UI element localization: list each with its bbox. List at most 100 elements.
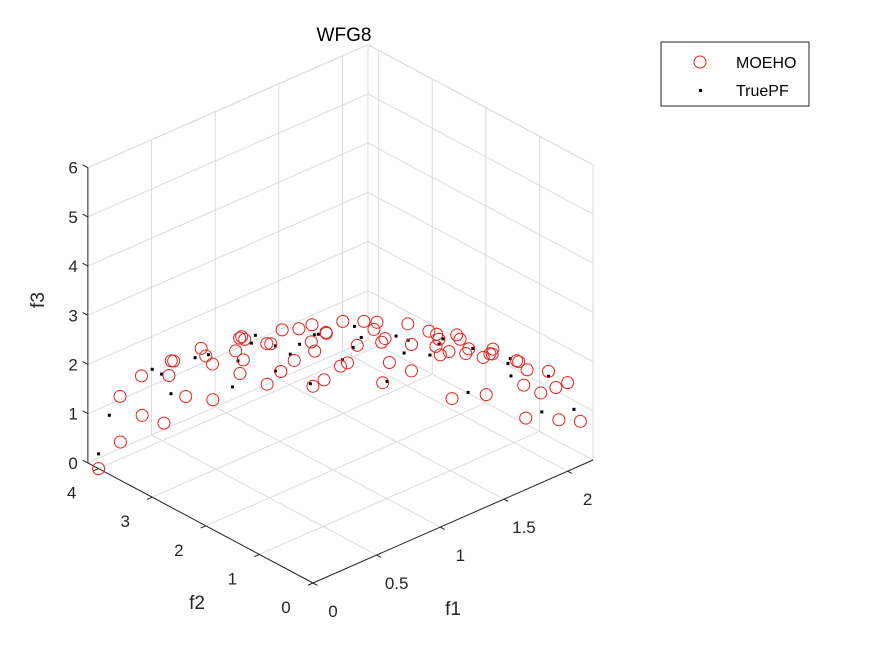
grid-line: [98, 345, 379, 470]
moeho-point: [274, 365, 288, 378]
z-tick: [82, 410, 89, 415]
moeho-point: [370, 315, 384, 329]
moeho-point: [206, 393, 220, 407]
y-axis-label: f2: [189, 593, 205, 614]
truepf-point: [107, 413, 111, 417]
grid-line: [205, 402, 487, 527]
truepf-point: [471, 346, 475, 350]
truepf-point: [353, 324, 357, 328]
moeho-point: [113, 435, 127, 449]
moeho-point: [287, 353, 301, 367]
grid-line: [367, 290, 594, 412]
moeho-point: [479, 388, 493, 402]
moeho-point: [476, 350, 490, 364]
grid-line: [151, 434, 377, 556]
moeho-point: [382, 356, 396, 369]
moeho-point: [422, 324, 436, 338]
y-tick-label: 4: [67, 484, 76, 503]
moeho-point: [512, 355, 526, 369]
z-axis-label: f3: [28, 292, 49, 308]
x-tick-label: 2: [583, 490, 592, 509]
moeho-point: [336, 314, 350, 328]
moeho-point: [305, 318, 319, 332]
truepf-point: [394, 334, 398, 338]
moeho-point: [157, 416, 171, 430]
grid-line: [87, 339, 369, 464]
moeho-point: [433, 348, 447, 362]
truepf-point: [206, 353, 210, 357]
x-axis-label: f1: [445, 599, 461, 620]
moeho-point: [442, 345, 456, 359]
moeho-point: [401, 317, 415, 331]
moeho-point: [517, 378, 531, 392]
truepf-point: [402, 351, 406, 355]
truepf-point: [298, 342, 302, 346]
grid-line: [259, 430, 540, 555]
x-tick: [440, 526, 445, 530]
y-axis-line: [87, 462, 314, 584]
z-tick-label: 6: [68, 159, 77, 178]
truepf-point: [508, 357, 512, 361]
moeho-point: [238, 332, 252, 346]
z-tick: [82, 459, 89, 464]
truepf-point: [231, 385, 235, 389]
moeho-point: [275, 323, 289, 337]
moeho-point: [519, 411, 533, 425]
moeho-point: [233, 331, 247, 345]
z-tick-label: 5: [68, 208, 77, 227]
grid-line: [87, 241, 369, 365]
truepf-point: [249, 341, 253, 345]
y-tick-label: 1: [228, 569, 237, 588]
moeho-point: [549, 380, 563, 394]
moeho-point: [378, 332, 392, 346]
series-moeho: [92, 314, 587, 476]
grid-line: [151, 373, 433, 498]
grid-line: [87, 44, 369, 169]
moeho-point: [520, 363, 534, 377]
moeho-point: [317, 373, 331, 387]
z-tick: [82, 164, 89, 169]
truepf-point: [308, 382, 312, 386]
moeho-point: [404, 364, 418, 378]
moeho-point: [375, 335, 389, 349]
y-tick: [146, 496, 153, 500]
moeho-point: [134, 369, 148, 383]
z-tick-label: 3: [68, 306, 77, 325]
moeho-point: [367, 322, 381, 336]
x-tick-label: 1.5: [512, 518, 536, 537]
y-tick: [200, 525, 207, 529]
moeho-point: [206, 357, 219, 371]
grid-line: [87, 290, 369, 415]
grid-line: [367, 191, 594, 313]
moeho-point: [561, 376, 575, 390]
moeho-point: [445, 392, 459, 406]
truepf-point: [253, 333, 257, 337]
truepf-point: [160, 372, 164, 376]
grid-line: [278, 378, 505, 500]
legend-marker-truepf: [699, 89, 702, 92]
moeho-point: [404, 338, 418, 352]
moeho-point: [376, 376, 390, 390]
grid-line: [367, 339, 594, 461]
moeho-point: [333, 359, 347, 373]
x-tick: [503, 498, 509, 502]
moeho-point: [341, 356, 355, 370]
z-tick: [82, 311, 89, 316]
x-tick: [567, 470, 573, 474]
moeho-point: [462, 342, 476, 356]
moeho-point: [199, 349, 213, 363]
z-tick-label: 2: [68, 355, 77, 374]
x-tick-label: 0: [328, 602, 337, 621]
moeho-point: [534, 386, 548, 400]
y-tick: [254, 553, 260, 558]
truepf-point: [428, 353, 432, 357]
truepf-point: [169, 392, 173, 396]
truepf-point: [509, 374, 513, 378]
truepf-point: [288, 352, 292, 356]
legend-marker-moeho: [693, 55, 707, 69]
moeho-point: [260, 377, 274, 391]
moeho-point: [113, 389, 127, 403]
x-axis-line: [312, 459, 594, 584]
moeho-point: [179, 390, 193, 403]
